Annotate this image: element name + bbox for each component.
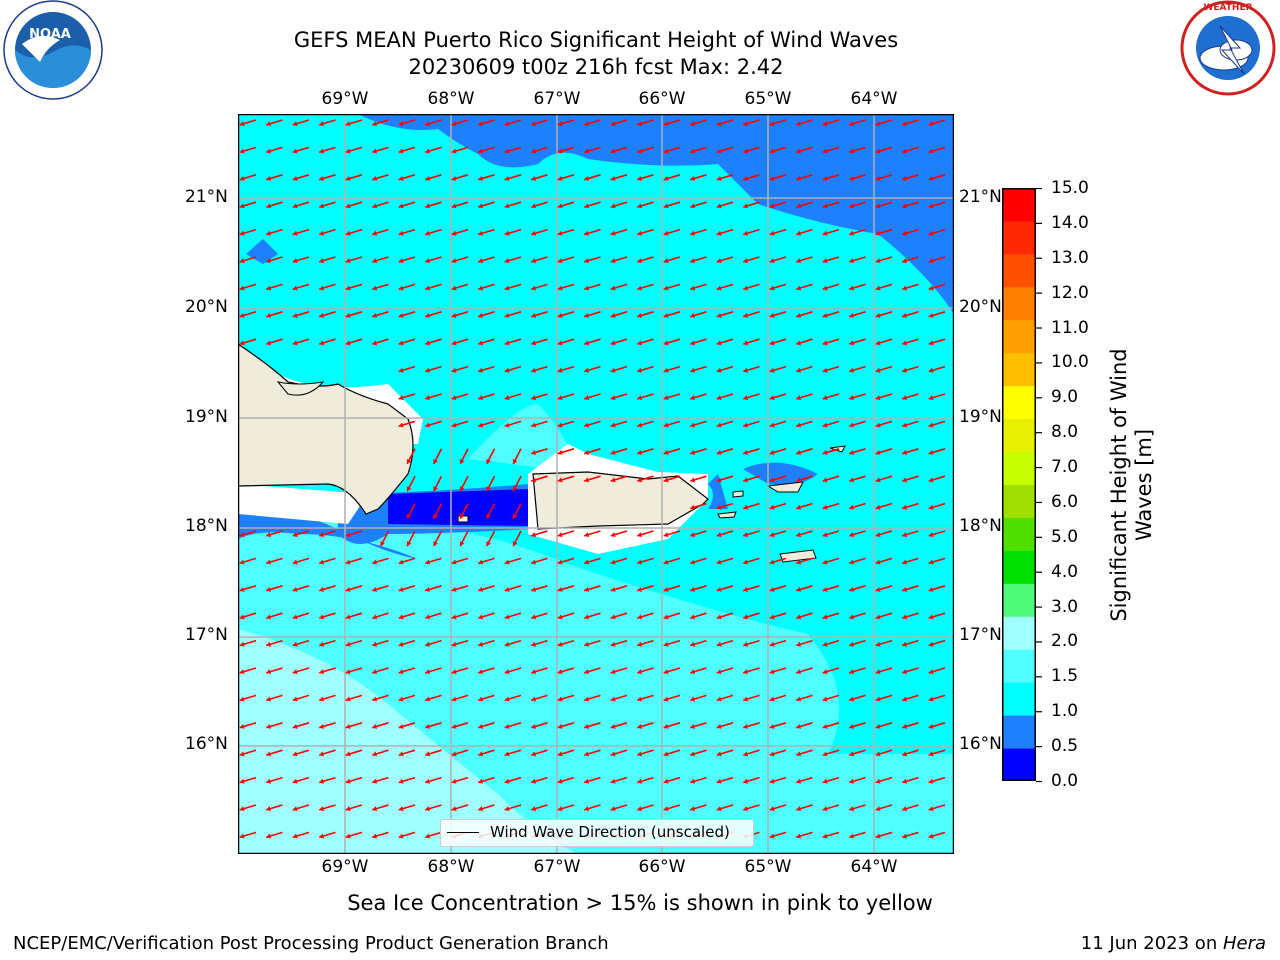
colorbar-segment — [1002, 220, 1036, 255]
colorbar-tick-label: 0.5 — [1051, 736, 1079, 757]
lon-label-bottom-67w: 67°W — [533, 857, 581, 877]
lat-label-left-21n: 21°N — [185, 187, 228, 207]
colorbar-tick-label: 12.0 — [1051, 282, 1089, 303]
lon-label-top-64w: 64°W — [850, 89, 898, 109]
lon-label-top-69w: 69°W — [321, 89, 369, 109]
colorbar-segment — [1002, 517, 1036, 551]
wind-wave-direction-arrows — [239, 119, 946, 839]
sea-ice-note: Sea Ice Concentration > 15% is shown in … — [347, 891, 933, 915]
colorbar-tick-label: 11.0 — [1051, 317, 1089, 338]
lon-label-top-68w: 68°W — [427, 89, 475, 109]
colorbar-tick-label: 1.0 — [1051, 701, 1079, 722]
colorbar-segment — [1002, 649, 1036, 683]
colorbar-segment — [1002, 319, 1036, 354]
colorbar-segment — [1002, 418, 1036, 453]
contour-0-0m-mona — [388, 489, 530, 526]
colorbar-segment — [1002, 682, 1036, 716]
lat-label-left-19n: 19°N — [185, 407, 228, 427]
colorbar-tick-label: 9.0 — [1051, 387, 1079, 408]
lat-label-left-16n: 16°N — [185, 734, 228, 754]
colorbar-label-line-2: Waves [m] — [1132, 428, 1156, 541]
colorbar-segment — [1002, 550, 1036, 584]
map-legend: Wind Wave Direction (unscaled) — [440, 819, 754, 847]
legend-label: Wind Wave Direction (unscaled) — [490, 823, 730, 841]
colorbar-tick-label: 1.5 — [1051, 666, 1079, 687]
lon-label-top-67w: 67°W — [533, 89, 581, 109]
lon-label-bottom-69w: 69°W — [321, 857, 369, 877]
colorbar-label-line-1: Significant Height of Wind — [1107, 347, 1131, 622]
map-frame — [238, 114, 954, 854]
lon-label-bottom-65w: 65°W — [744, 857, 792, 877]
colorbar-segment — [1002, 748, 1036, 782]
svg-text:NOAA: NOAA — [29, 27, 71, 42]
colorbar — [1002, 188, 1036, 782]
footer-branch: NCEP/EMC/Verification Post Processing Pr… — [13, 933, 609, 954]
colorbar-tick-label: 5.0 — [1051, 526, 1079, 547]
colorbar-tick-label: 15.0 — [1051, 178, 1089, 198]
lat-label-right-21n: 21°N — [959, 187, 1002, 207]
svg-text:WEATHER: WEATHER — [1203, 3, 1252, 13]
colorbar-tick-label: 8.0 — [1051, 422, 1079, 443]
colorbar-ticks: 15.0 14.0 13.0 12.0 11.0 10.0 9.0 8.0 7.0 6.0 5.0 4… — [1036, 178, 1106, 791]
lat-label-left-20n: 20°N — [185, 297, 228, 317]
lon-label-bottom-68w: 68°W — [427, 857, 475, 877]
colorbar-tick-label: 7.0 — [1051, 457, 1079, 478]
colorbar-segment — [1002, 583, 1036, 617]
lon-label-bottom-66w: 66°W — [638, 857, 686, 877]
lat-label-left-17n: 17°N — [185, 625, 228, 645]
lat-label-left-18n: 18°N — [185, 516, 228, 536]
lat-label-right-19n: 19°N — [959, 407, 1002, 427]
colorbar-segment — [1002, 286, 1036, 321]
contour-2-0m — [238, 629, 578, 854]
lat-label-right-17n: 17°N — [959, 625, 1002, 645]
legend-line-icon — [447, 832, 479, 833]
lon-label-top-65w: 65°W — [744, 89, 792, 109]
colorbar-tick-label: 2.0 — [1051, 631, 1079, 652]
colorbar-segment — [1002, 385, 1036, 420]
title-line-1: GEFS MEAN Puerto Rico Significant Height… — [293, 28, 899, 52]
lat-label-right-18n: 18°N — [959, 516, 1002, 536]
footer-host: Hera — [1222, 933, 1266, 954]
wind-wave-map — [238, 114, 954, 854]
noaa-logo-icon: NOAA — [0, 0, 104, 104]
colorbar-tick-label: 6.0 — [1051, 491, 1079, 512]
lon-label-bottom-64w: 64°W — [850, 857, 898, 877]
colorbar-segment — [1002, 188, 1036, 222]
colorbar-tick-label: 13.0 — [1051, 247, 1089, 268]
colorbar-tick-label: 0.0 — [1051, 771, 1079, 791]
contour-0-5m-north — [358, 114, 954, 314]
nws-logo-icon: WEATHER — [1176, 0, 1280, 100]
colorbar-segment — [1002, 451, 1036, 485]
footer-date: 11 Jun 2023 on — [1080, 933, 1223, 954]
colorbar-segment — [1002, 715, 1036, 749]
lon-label-top-66w: 66°W — [638, 89, 686, 109]
footer-timestamp: 11 Jun 2023 on Hera — [1081, 933, 1266, 954]
lat-label-right-16n: 16°N — [959, 734, 1002, 754]
colorbar-label: Significant Height of Wind Waves [m] — [1104, 188, 1160, 781]
colorbar-segment — [1002, 352, 1036, 387]
colorbar-tick-label: 14.0 — [1051, 212, 1089, 233]
colorbar-segment — [1002, 484, 1036, 518]
lat-lon-gridlines — [238, 114, 954, 854]
title-line-2: 20230609 t00z 216h fcst Max: 2.42 — [408, 55, 784, 79]
colorbar-tick-label: 3.0 — [1051, 596, 1079, 617]
colorbar-tick-label: 10.0 — [1051, 352, 1089, 373]
colorbar-tick-label: 4.0 — [1051, 561, 1079, 582]
colorbar-segment — [1002, 616, 1036, 650]
lat-label-right-20n: 20°N — [959, 297, 1002, 317]
colorbar-segment — [1002, 253, 1036, 288]
